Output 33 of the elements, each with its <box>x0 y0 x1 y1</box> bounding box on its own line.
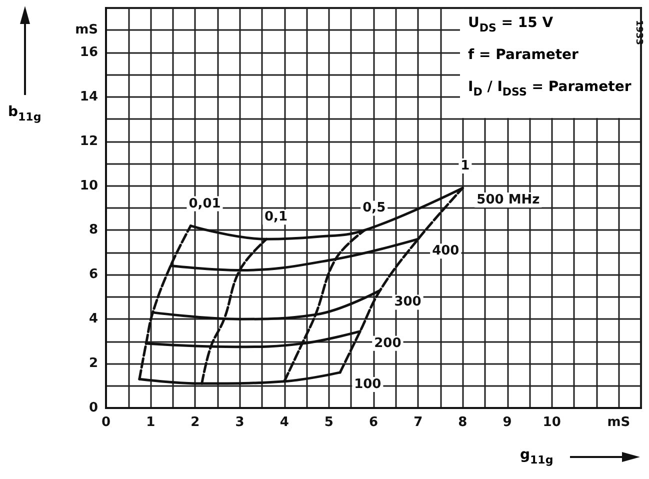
series-label: 400 <box>432 244 460 259</box>
y-tick-label: mS <box>75 22 98 38</box>
x-tick-label: 9 <box>502 415 512 430</box>
series-label: 500 MHz <box>476 192 540 208</box>
annotation: 1933 <box>634 20 644 46</box>
y-tick-label: 8 <box>88 222 98 238</box>
x-tick-label: 0 <box>101 415 111 430</box>
x-tick-label: mS <box>607 415 630 430</box>
series-label: 200 <box>374 336 402 351</box>
x-tick-label: 7 <box>414 415 423 430</box>
x-tick-label: 10 <box>542 415 561 430</box>
series-label: 0,01 <box>188 196 221 212</box>
x-tick-label: 4 <box>280 415 289 430</box>
x-tick-label: 5 <box>324 415 334 430</box>
x-tick-label: 6 <box>368 415 378 430</box>
annotation: f = Parameter <box>468 47 579 63</box>
y-tick-label: 12 <box>80 134 98 149</box>
series-label: 100 <box>354 376 382 392</box>
series-label: 300 <box>394 294 422 310</box>
x-tick-label: 1 <box>146 415 156 430</box>
y-tick-label: 10 <box>80 178 98 194</box>
y-tick-label: 6 <box>88 267 98 282</box>
x-tick-label: 2 <box>190 415 200 430</box>
y-tick-label: 14 <box>80 89 98 104</box>
series-label: 0,1 <box>264 210 288 225</box>
y-tick-label: 16 <box>80 44 98 60</box>
series-label: 0,5 <box>362 200 386 216</box>
x-tick-label: 3 <box>235 415 244 430</box>
y-tick-label: 0 <box>88 400 98 416</box>
series-label: 1 <box>460 158 470 174</box>
y-tick-label: 4 <box>88 312 98 327</box>
y-tick-label: 2 <box>88 356 98 372</box>
x-tick-label: 8 <box>458 415 468 430</box>
